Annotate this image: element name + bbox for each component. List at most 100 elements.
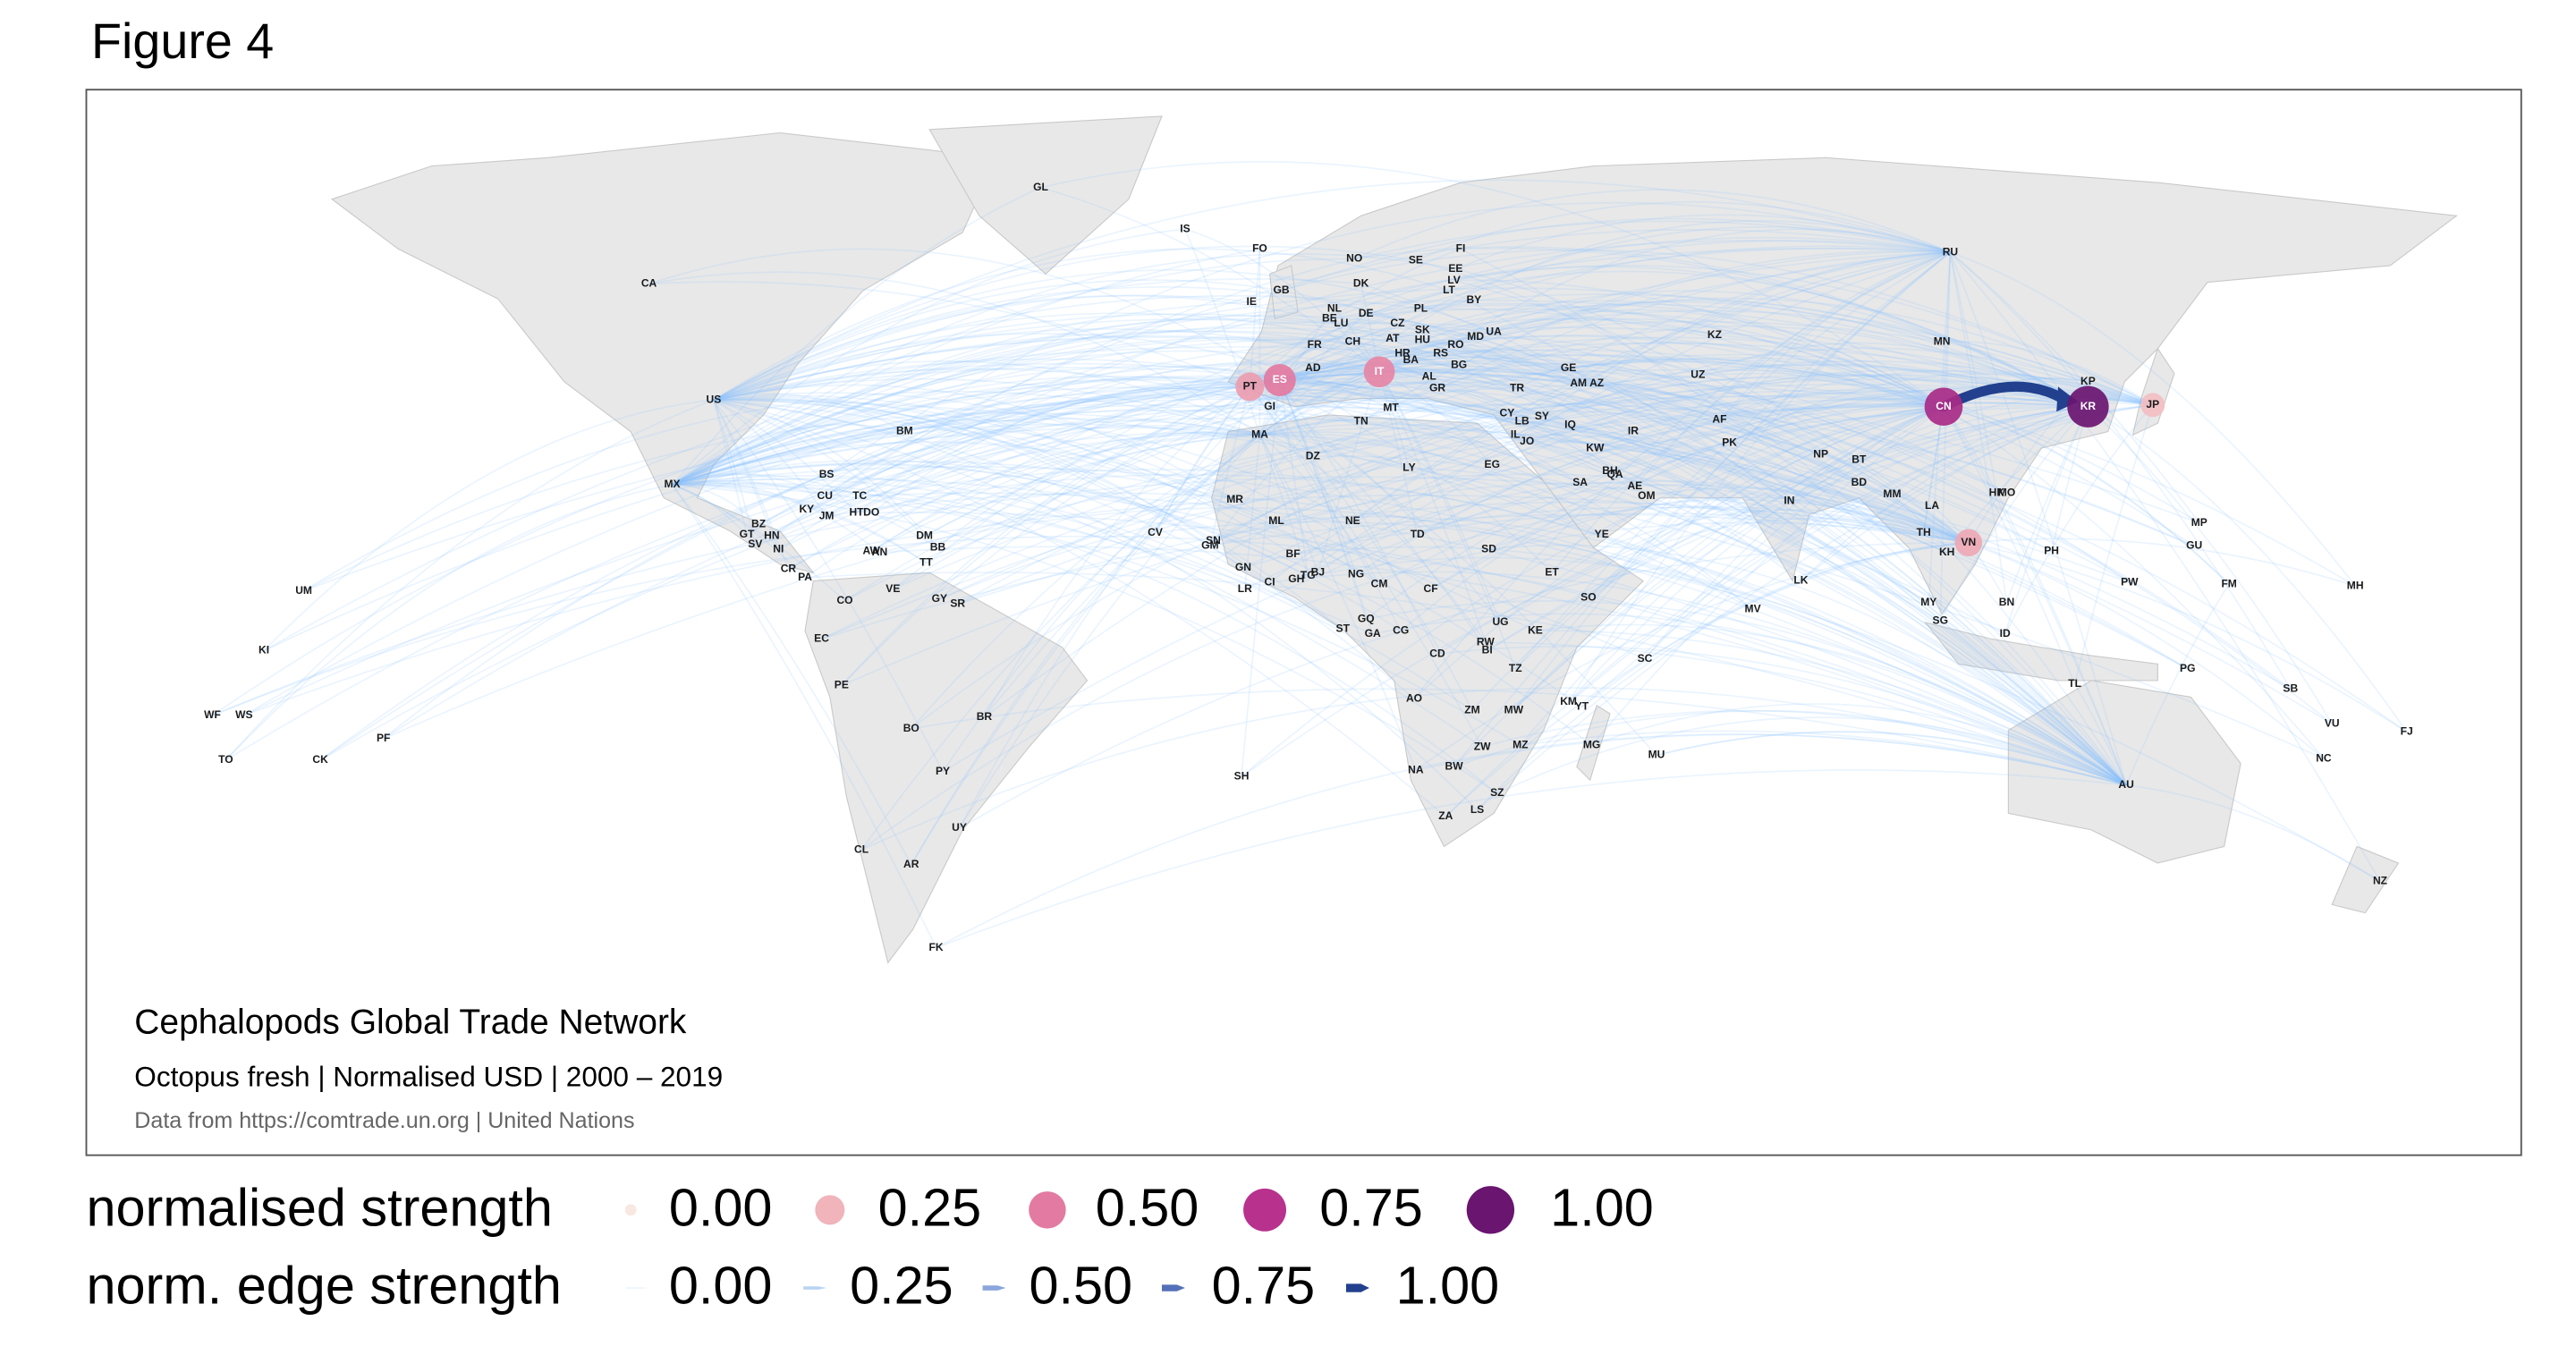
trade-flow	[1421, 339, 2127, 786]
legend-edge-swatch	[625, 1287, 649, 1289]
country-code: GB	[1274, 284, 1290, 296]
trade-flow	[713, 330, 2131, 584]
trade-flow	[2005, 406, 2089, 603]
trade-flow	[672, 484, 759, 526]
country-code: NZ	[2373, 875, 2388, 887]
trade-flow	[824, 220, 1951, 497]
country-code: TC	[852, 489, 867, 502]
trade-flow	[1259, 423, 1528, 443]
trade-flow	[713, 294, 1421, 402]
trade-flow	[758, 385, 1250, 526]
country-code: ML	[1268, 514, 1284, 527]
trade-flow	[1729, 397, 1945, 445]
trade-flow	[1295, 402, 2089, 580]
trade-flow	[1453, 405, 2089, 767]
country-code: PF	[377, 732, 390, 744]
trade-flow	[1714, 335, 1945, 408]
trade-flow	[1279, 336, 1699, 381]
trade-flow	[713, 358, 1611, 472]
node-label: JP	[2146, 398, 2159, 411]
trade-flow	[1950, 251, 2356, 587]
legend-node-label: 0.75	[1319, 1177, 1423, 1237]
trade-flow	[672, 365, 1615, 486]
trade-flow	[1269, 251, 1951, 584]
trade-flow	[1949, 251, 2008, 603]
trade-flow	[1258, 434, 1417, 771]
trade-flow	[771, 433, 1260, 538]
trade-flow	[924, 354, 1945, 538]
trade-flow	[1378, 371, 1517, 670]
country-code: UM	[295, 584, 312, 597]
country-code: CR	[781, 563, 797, 575]
trade-flow	[1943, 406, 2127, 786]
trade-flow	[1279, 379, 1581, 484]
country-code: LU	[1334, 317, 1348, 329]
trade-flow	[1568, 360, 1945, 408]
trade-flow	[672, 301, 1252, 486]
country-code: CD	[1429, 647, 1445, 659]
country-code: MV	[1745, 602, 1761, 614]
trade-flow	[1378, 371, 1419, 535]
trade-flow	[1455, 318, 1945, 408]
trade-flow	[672, 483, 1373, 635]
country-code: BF	[1286, 547, 1301, 560]
country-code: AM	[1570, 377, 1587, 389]
trade-flow	[959, 542, 1969, 829]
trade-flow	[1279, 320, 1943, 381]
country-code: SG	[1933, 614, 1948, 626]
trade-flow	[1453, 251, 1951, 767]
trade-flow	[672, 478, 1473, 711]
trade-flow	[1422, 301, 2089, 408]
trade-flow	[2087, 406, 2333, 724]
trade-flow	[672, 475, 1343, 631]
country-code: FO	[1252, 242, 1267, 255]
country-code: GR	[1429, 381, 1445, 394]
trade-flow	[870, 434, 1260, 552]
trade-flow	[777, 353, 1945, 551]
country-code: CM	[1371, 577, 1388, 589]
edge-legend-title: norm. edge strength	[86, 1256, 561, 1316]
country-code: UY	[952, 821, 967, 834]
trade-flow	[1279, 362, 1579, 385]
trade-flow	[1968, 538, 2356, 587]
trade-flow	[860, 687, 2127, 851]
country-code: SC	[1638, 652, 1653, 665]
trade-flow	[1390, 353, 2089, 410]
country-code: ID	[2000, 627, 2011, 639]
legend-edge-label: 0.00	[669, 1256, 773, 1316]
country-code: HR	[1394, 346, 1411, 359]
trade-flow	[1259, 431, 1754, 610]
trade-flow	[821, 513, 1969, 640]
trade-flow	[672, 287, 2154, 486]
trade-flow	[1949, 251, 1998, 494]
trade-flow	[957, 501, 1969, 606]
trade-flow	[1568, 360, 1945, 408]
trade-flow	[2073, 683, 2127, 786]
trade-flow	[957, 405, 1945, 606]
trade-flow	[1258, 434, 1380, 585]
trade-flow	[1241, 379, 1281, 777]
trade-flow	[1402, 309, 2154, 406]
trade-flow	[263, 379, 1280, 652]
trade-flow	[672, 483, 927, 563]
trade-flow	[713, 398, 1380, 585]
caption-subtitle: Octopus fresh | Normalised USD | 2000 – …	[134, 1061, 723, 1093]
country-code: QA	[1607, 468, 1623, 480]
trade-flow	[1241, 405, 2089, 778]
country-code: IR	[1628, 425, 1639, 437]
trade-flow	[1312, 368, 1970, 544]
trade-flow	[911, 394, 1945, 730]
trade-flow	[806, 379, 1280, 511]
trade-flow	[225, 484, 673, 761]
trade-flow	[672, 481, 881, 554]
trade-flow	[1928, 252, 1952, 603]
trade-flow	[1249, 318, 1716, 388]
trade-flow	[1292, 512, 1969, 555]
country-node	[2067, 385, 2109, 428]
trade-flow	[821, 405, 1945, 640]
trade-flow	[1378, 371, 1487, 643]
node-label: IT	[1375, 365, 1385, 377]
trade-flow	[1719, 391, 1945, 421]
trade-flow	[1354, 246, 2089, 408]
trade-flow	[1644, 405, 1945, 660]
